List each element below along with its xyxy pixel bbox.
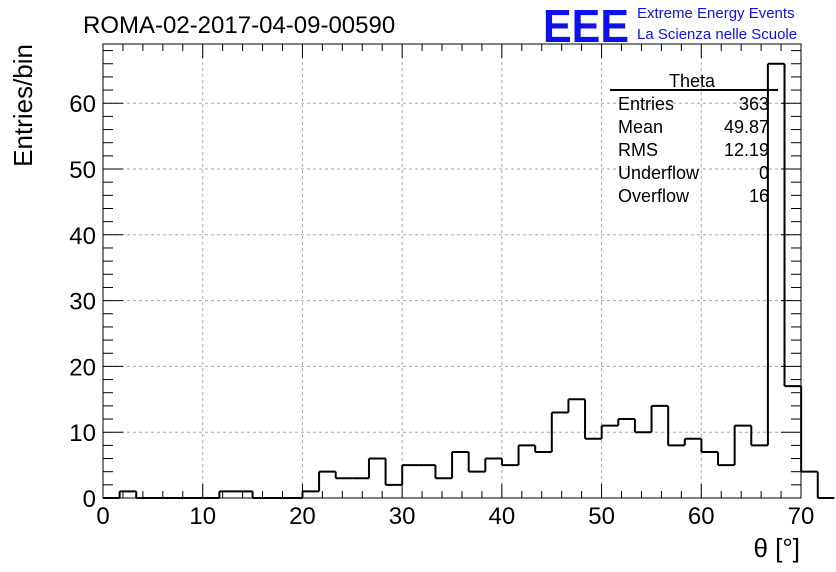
x-tick-labels: 0 10 20 30 40 50 60 70 [96, 503, 814, 530]
x-tick-label: 0 [96, 503, 109, 530]
y-tick-labels: 0 10 20 30 40 50 60 [69, 91, 96, 513]
stats-value: 12.19 [724, 140, 769, 160]
stats-value: 0 [759, 163, 769, 183]
brand-line-2: La Scienza nelle Scuole [637, 26, 797, 43]
y-axis-label: Entries/bin [8, 44, 38, 167]
x-tick-label: 50 [588, 503, 615, 530]
x-tick-label: 60 [688, 503, 715, 530]
x-axis-label: θ [°] [753, 533, 800, 563]
run-title: ROMA-02-2017-04-09-00590 [83, 12, 395, 39]
stats-label: Underflow [618, 163, 700, 183]
x-tick-label: 30 [389, 503, 416, 530]
stats-box: Theta Entries 363 Mean 49.87 RMS 12.19 Underfl… [610, 71, 778, 206]
eee-logo-text: EEE [543, 0, 629, 52]
brand-line-1: Extreme Energy Events [637, 5, 795, 22]
plot-frame [102, 43, 802, 499]
y-tick-label: 50 [69, 157, 96, 184]
x-tick-label: 40 [489, 503, 516, 530]
x-tick-label: 70 [788, 503, 815, 530]
x-tick-label: 10 [189, 503, 216, 530]
stats-value: 16 [749, 186, 769, 206]
stats-value: 49.87 [724, 117, 769, 137]
y-tick-label: 0 [83, 486, 96, 513]
grid-lines [103, 44, 801, 498]
y-tick-label: 30 [69, 289, 96, 316]
y-tick-label: 40 [69, 223, 96, 250]
x-tick-label: 20 [289, 503, 316, 530]
y-tick-label: 20 [69, 354, 96, 381]
eee-logo: EEE Extreme Energy Events La Scienza nel… [543, 0, 797, 52]
stats-label: Mean [618, 117, 663, 137]
stats-label: RMS [618, 140, 658, 160]
y-tick-label: 60 [69, 91, 96, 118]
stats-label: Overflow [618, 186, 690, 206]
stats-title: Theta [669, 71, 716, 91]
y-tick-label: 10 [69, 420, 96, 447]
stats-value: 363 [739, 94, 769, 114]
axis-ticks [102, 44, 802, 499]
stats-label: Entries [618, 94, 674, 114]
